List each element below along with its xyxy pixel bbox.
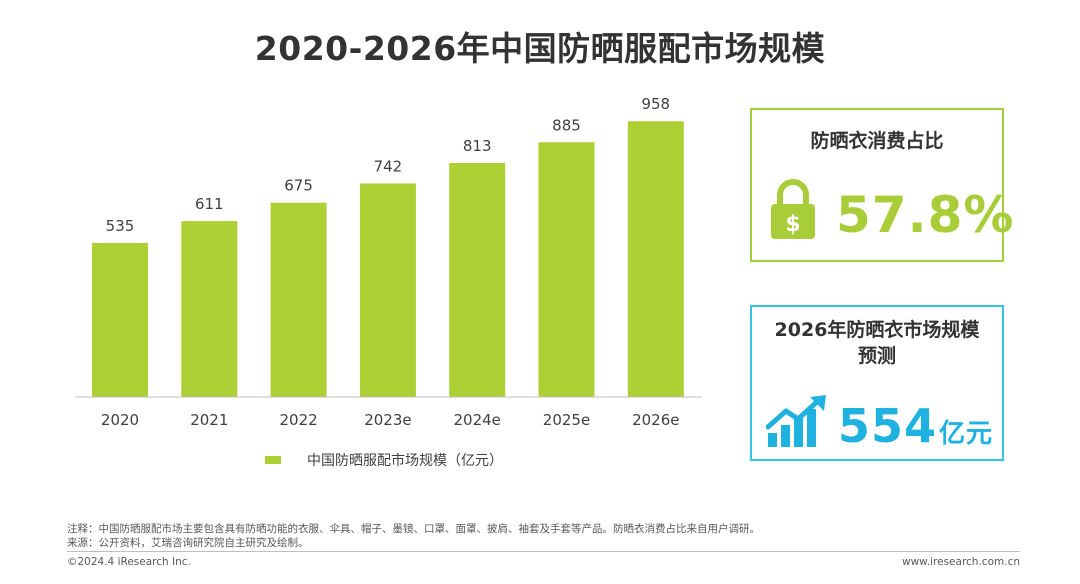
bar-value-label-2021: 611: [195, 195, 224, 213]
growth-chart-icon: [766, 395, 826, 447]
x-tick-label-2022: 2022: [280, 411, 318, 429]
x-tick-label-2020: 2020: [101, 411, 139, 429]
x-tick-label-2023e: 2023e: [364, 411, 411, 429]
share-card-title: 防晒衣消费占比: [810, 130, 944, 152]
share-value: 57.8%: [836, 186, 1015, 244]
bar-value-label-2025e: 885: [552, 116, 581, 134]
bar-2021: [181, 221, 238, 397]
footer-divider: [67, 551, 1020, 552]
bar-2026e: [627, 121, 684, 398]
bar-2023e: [359, 183, 416, 397]
svg-text:$: $: [785, 212, 800, 237]
footnote-source: 来源：公开资料，艾瑞咨询研究院自主研究及绘制。: [67, 537, 309, 549]
forecast-unit: 亿元: [939, 419, 994, 449]
forecast-title-line2: 预测: [857, 345, 896, 367]
legend-swatch: [265, 456, 281, 464]
lock-dollar-icon: $: [771, 179, 815, 239]
bar-2022: [270, 202, 327, 397]
market-forecast-card: 2026年防晒衣市场规模 预测 554亿元: [750, 305, 1004, 461]
bar-value-label-2022: 675: [284, 177, 313, 195]
forecast-number: 554: [838, 399, 938, 453]
forecast-title-line1: 2026年防晒衣市场规模: [774, 319, 980, 341]
site-url-link[interactable]: www.iresearch.com.cn: [901, 556, 1020, 568]
x-tick-label-2026e: 2026e: [632, 411, 679, 429]
copyright: ©2024.4 iResearch Inc.: [67, 556, 191, 568]
bar-value-label-2023e: 742: [374, 157, 403, 175]
x-tick-label-2025e: 2025e: [543, 411, 590, 429]
x-ticks-group: 2020 2021 2022 2023e 2024e 2025e 2026e: [101, 411, 680, 429]
bar-value-label-2024e: 813: [463, 137, 492, 155]
bar-value-label-2020: 535: [106, 217, 135, 235]
x-tick-label-2024e: 2024e: [453, 411, 500, 429]
x-tick-label-2021: 2021: [190, 411, 228, 429]
chart-title: 2020-2026年中国防晒服配市场规模: [254, 29, 826, 68]
bar-value-label-2026e: 958: [641, 95, 670, 113]
bar-2025e: [538, 142, 595, 397]
footnote-note: 注释：中国防晒服配市场主要包含具有防晒功能的衣服、伞具、帽子、墨镜、口罩、面罩、…: [67, 523, 760, 535]
legend-label: 中国防晒服配市场规模（亿元）: [307, 453, 503, 469]
bars-group: 535 611 675 742 813 885 958: [92, 95, 684, 398]
bar-2024e: [449, 162, 506, 397]
bar-2020: [92, 243, 148, 397]
forecast-value: 554亿元: [838, 399, 993, 453]
chart-legend: 中国防晒服配市场规模（亿元）: [265, 450, 503, 470]
forecast-card-title: 2026年防晒衣市场规模 预测: [752, 317, 1002, 369]
sun-clothing-share-card: 防晒衣消费占比 $ 57.8%: [750, 108, 1013, 262]
